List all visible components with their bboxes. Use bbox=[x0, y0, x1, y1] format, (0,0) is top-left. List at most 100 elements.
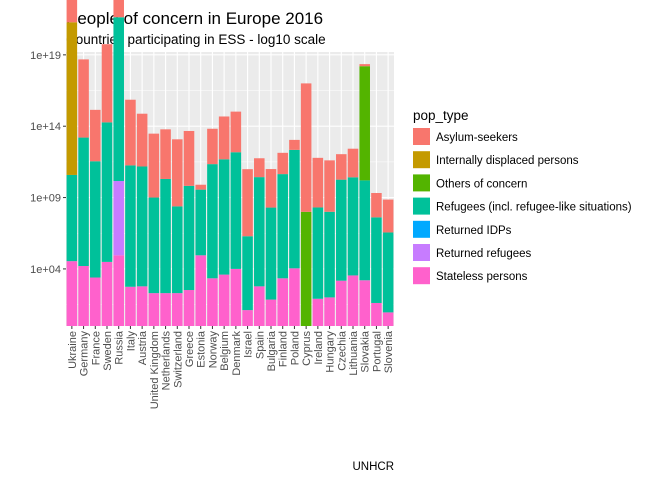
bar-segment bbox=[207, 128, 218, 165]
bar-segment bbox=[113, 0, 124, 18]
bar-segment bbox=[242, 169, 253, 237]
legend-label: Others of concern bbox=[436, 178, 527, 190]
y-tick-label: 1e+19 bbox=[30, 50, 61, 62]
bar-segment bbox=[336, 280, 347, 326]
bar-segment bbox=[183, 130, 195, 186]
bar-segment bbox=[254, 286, 265, 326]
bar-segment bbox=[101, 122, 113, 262]
bar-segment bbox=[172, 139, 183, 207]
bar-segment bbox=[312, 298, 324, 326]
x-tick-label: Slovakia bbox=[360, 330, 372, 372]
bar-segment bbox=[172, 206, 183, 294]
bar-segment bbox=[254, 158, 265, 178]
chart-caption: UNHCR bbox=[352, 461, 394, 473]
x-tick-label: Italy bbox=[125, 331, 137, 352]
legend-label: Returned refugees bbox=[436, 248, 532, 260]
x-tick-label: Austria bbox=[137, 330, 149, 365]
bar-segment bbox=[160, 129, 171, 179]
bar-segment bbox=[371, 217, 382, 303]
bar-segment bbox=[277, 152, 288, 175]
x-tick-label: Russia bbox=[114, 330, 126, 365]
legend-swatch bbox=[413, 220, 430, 238]
x-tick-label: Ireland bbox=[313, 331, 325, 365]
bar-segment bbox=[148, 197, 160, 294]
bar-segment bbox=[183, 290, 195, 326]
x-tick-label: Estonia bbox=[196, 330, 208, 368]
bar-segment bbox=[90, 109, 101, 162]
x-tick-label: Bulgaria bbox=[266, 330, 278, 371]
bar-segment bbox=[78, 266, 89, 326]
x-tick-label: Netherlands bbox=[161, 331, 173, 391]
bar-segment bbox=[66, 174, 78, 262]
bar-segment bbox=[207, 164, 218, 279]
bar-segment bbox=[136, 113, 148, 167]
x-tick-label: France bbox=[90, 331, 102, 365]
bar-segment bbox=[66, 261, 78, 326]
bar-segment bbox=[382, 312, 394, 326]
x-tick-label: Cyprus bbox=[301, 331, 313, 366]
bar-segment bbox=[113, 181, 124, 256]
x-tick-label: Lithuania bbox=[348, 330, 360, 376]
legend-label: Internally displaced persons bbox=[436, 155, 579, 167]
bar-segment bbox=[324, 211, 335, 298]
bar-segment bbox=[195, 255, 206, 326]
bar-segment bbox=[160, 293, 171, 326]
bar-segment bbox=[300, 83, 312, 212]
bar-segment bbox=[218, 274, 230, 326]
x-tick-label: Greece bbox=[184, 331, 196, 367]
bar-segment bbox=[242, 310, 253, 326]
x-tick-label: Denmark bbox=[231, 331, 243, 376]
bar-segment bbox=[289, 139, 300, 150]
bar-segment bbox=[113, 17, 124, 182]
x-tick-label: Portugal bbox=[371, 331, 383, 372]
y-tick-label: 1e+14 bbox=[30, 121, 61, 133]
bar-segment bbox=[195, 189, 206, 256]
bar-segment bbox=[336, 154, 347, 180]
bar-segment bbox=[78, 59, 89, 138]
bar-segment bbox=[172, 293, 183, 326]
bar-segment bbox=[371, 192, 382, 218]
bar-segment bbox=[254, 177, 265, 287]
bar-segment bbox=[265, 169, 277, 208]
bar-segment bbox=[347, 177, 359, 276]
legend-label: Returned IDPs bbox=[436, 225, 512, 237]
bar-segment bbox=[125, 286, 136, 326]
x-tick-label: United Kingdom bbox=[149, 331, 161, 409]
bar-segment bbox=[312, 207, 324, 299]
y-tick-label: 1e+04 bbox=[30, 264, 61, 276]
bar-segment bbox=[347, 148, 359, 178]
bar-segment bbox=[160, 178, 171, 294]
x-tick-label: Finland bbox=[278, 331, 290, 367]
bar-segment bbox=[195, 184, 206, 190]
bar-segment bbox=[218, 116, 230, 160]
bar-segment bbox=[230, 268, 242, 326]
bar-segment bbox=[66, 0, 78, 23]
bar-segment bbox=[265, 207, 277, 300]
x-tick-label: Germany bbox=[79, 331, 91, 377]
x-tick-label: Slovenia bbox=[383, 330, 395, 373]
bar-segment bbox=[359, 180, 370, 281]
x-tick-label: Belgium bbox=[219, 331, 231, 371]
bar-segment bbox=[359, 66, 370, 181]
bar-segment bbox=[207, 278, 218, 326]
bar-segment bbox=[125, 165, 136, 287]
legend-swatch bbox=[413, 197, 430, 215]
bar-segment bbox=[148, 133, 160, 198]
bar-segment bbox=[382, 199, 394, 233]
legend-title: pop_type bbox=[413, 108, 469, 123]
bar-segment bbox=[101, 261, 113, 326]
chart-subtitle: Countries participating in ESS - log10 s… bbox=[66, 32, 326, 47]
bar-segment bbox=[230, 111, 242, 153]
bar-segment bbox=[218, 159, 230, 275]
bar-segment bbox=[66, 22, 78, 175]
bar-segment bbox=[324, 160, 335, 212]
bar-segment bbox=[347, 275, 359, 326]
y-tick-label: 1e+09 bbox=[30, 193, 61, 205]
bar-segment bbox=[371, 302, 382, 326]
bar-segment bbox=[113, 255, 124, 326]
bar-segment bbox=[277, 278, 288, 326]
bar-segment bbox=[183, 185, 195, 291]
x-tick-label: Hungary bbox=[325, 331, 337, 373]
legend-swatch bbox=[413, 267, 430, 285]
